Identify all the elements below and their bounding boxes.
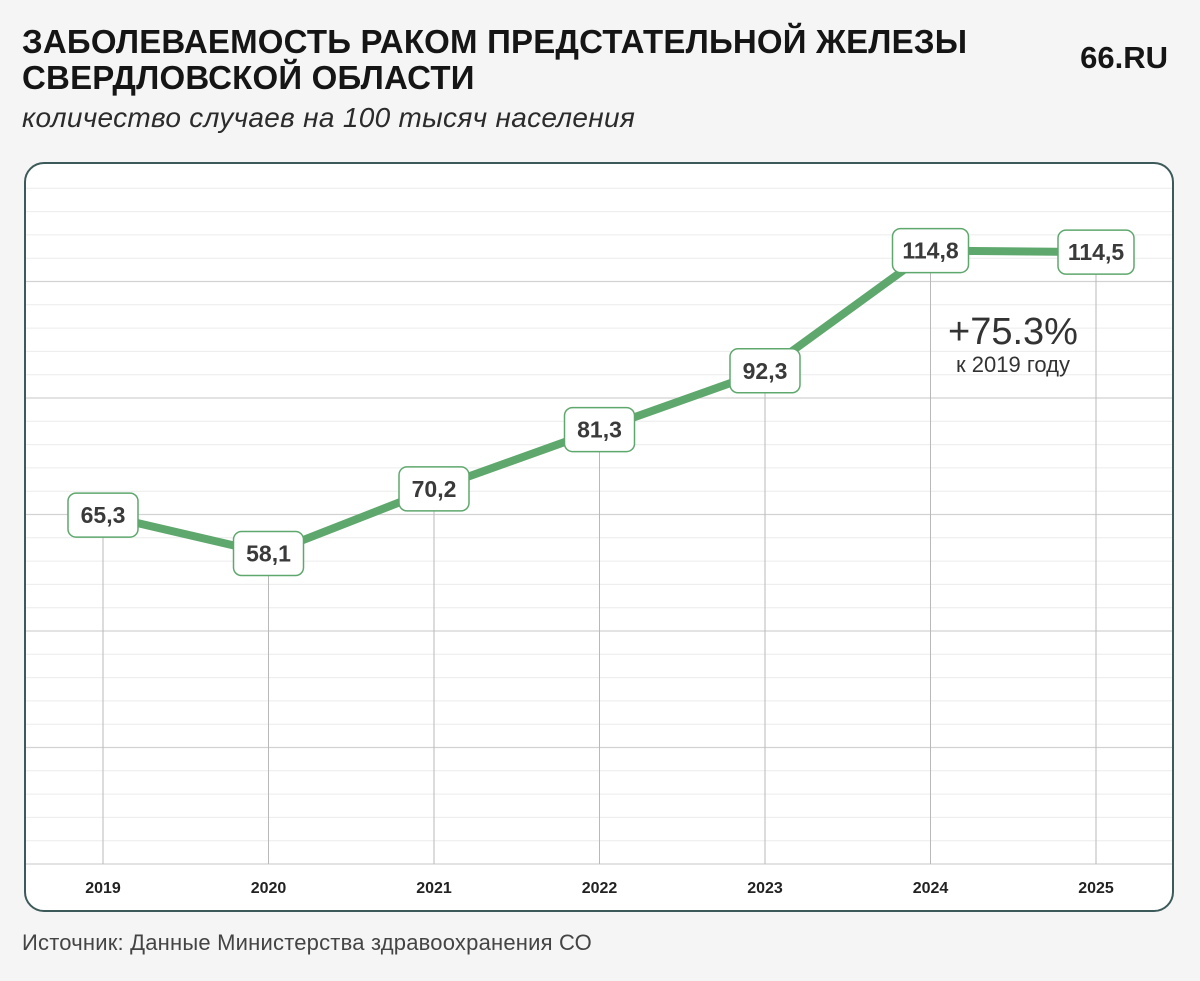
data-label: 92,3	[729, 348, 801, 394]
data-label-box	[563, 406, 636, 453]
growth-annotation: +75.3% к 2019 году	[948, 311, 1078, 377]
brand-logo: 66.RU	[1080, 40, 1168, 75]
growth-annotation-value: +75.3%	[948, 311, 1078, 353]
data-label: 70,2	[398, 466, 470, 512]
data-label-box	[232, 530, 305, 577]
x-tick-label: 2021	[416, 880, 452, 897]
data-label: 58,1	[232, 530, 305, 577]
x-tick-label: 2020	[251, 880, 287, 897]
data-labels: 65,3 58,1 70,2 81,3 92,3 114,8 114,5	[67, 227, 1135, 577]
chart-subtitle: количество случаев на 100 тысяч населени…	[22, 102, 636, 133]
x-tick-label: 2023	[747, 880, 783, 897]
data-label: 114,8	[891, 227, 970, 274]
growth-annotation-caption: к 2019 году	[956, 352, 1070, 377]
x-tick-label: 2019	[85, 880, 121, 897]
data-label-text: 65,3	[81, 502, 126, 528]
chart-title-line-1: ЗАБОЛЕВАЕМОСТЬ РАКОМ ПРЕДСТАТЕЛЬНОЙ ЖЕЛЕ…	[22, 23, 968, 60]
data-label: 114,5	[1057, 229, 1135, 275]
x-axis-ticks: 2019 2020 2021 2022 2023 2024 2025	[85, 880, 1114, 897]
chart-title-line-2: СВЕРДЛОВСКОЙ ОБЛАСТИ	[22, 59, 475, 96]
chart-title: ЗАБОЛЕВАЕМОСТЬ РАКОМ ПРЕДСТАТЕЛЬНОЙ ЖЕЛЕ…	[22, 24, 1022, 96]
data-label-text: 81,3	[577, 417, 622, 443]
source-note: Источник: Данные Министерства здравоохра…	[22, 930, 592, 955]
chart-grid	[26, 187, 1172, 865]
drop-lines	[102, 250, 1097, 864]
data-label-text: 92,3	[743, 358, 788, 384]
data-label-box	[398, 466, 470, 512]
x-tick-label: 2022	[582, 880, 618, 897]
chart-panel: 65,3 58,1 70,2 81,3 92,3 114,8 114,5 2019 2020 2…	[24, 162, 1174, 912]
x-tick-label: 2025	[1078, 880, 1114, 897]
data-label: 65,3	[67, 492, 139, 538]
data-label-box	[67, 492, 139, 538]
data-label-box	[729, 348, 801, 394]
data-label-text: 114,8	[902, 238, 958, 264]
data-label: 81,3	[563, 406, 636, 453]
data-label-text: 58,1	[246, 541, 291, 567]
x-tick-label: 2024	[913, 880, 949, 897]
data-label-box	[891, 227, 970, 274]
data-label-text: 70,2	[412, 476, 457, 502]
data-label-box	[1057, 229, 1135, 275]
data-label-text: 114,5	[1068, 239, 1124, 265]
